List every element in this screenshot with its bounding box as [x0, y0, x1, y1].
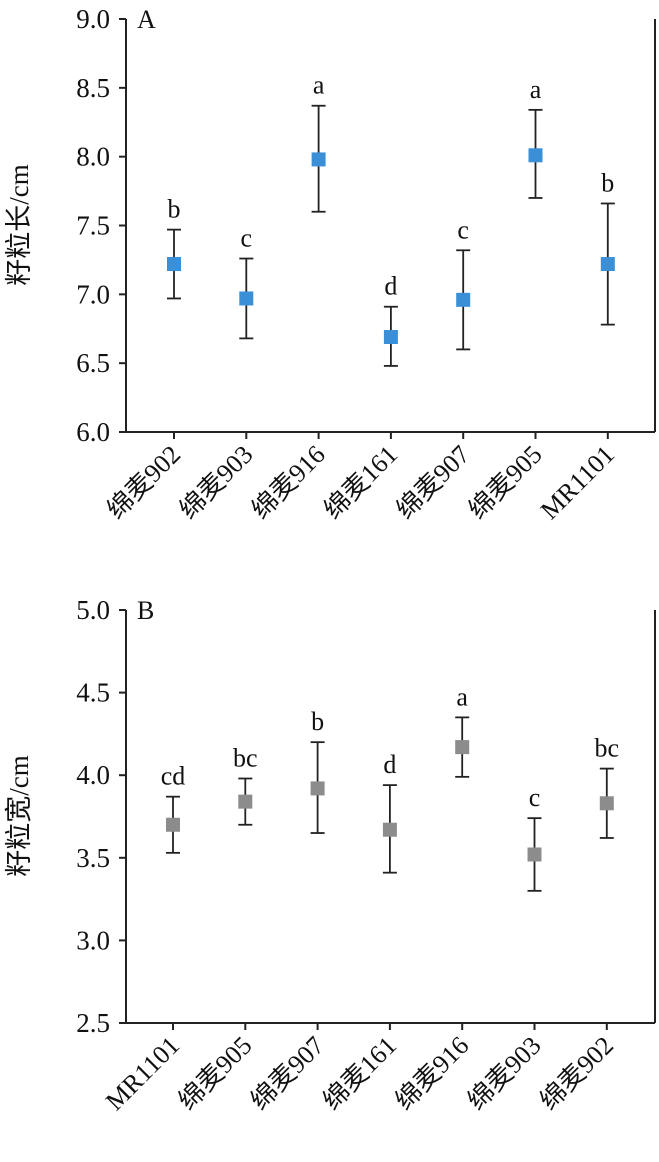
panel-a-significance-label: a [530, 75, 542, 104]
panel-a-letter: A [137, 5, 156, 34]
panel-b-y-tick-label: 3.0 [76, 925, 110, 955]
panel-b-data-point [166, 817, 180, 832]
panel-b-significance-label: bc [595, 734, 620, 763]
panel-b-y-tick-label: 5.0 [76, 595, 110, 625]
panel-b-y-ticks: 2.5 3.0 3.5 4.0 4.5 5.0 [76, 595, 126, 1038]
panel-a-y-tick-label: 8.5 [76, 73, 110, 103]
panel-b-data-point [382, 822, 397, 837]
panel-b-y-tick-label: 2.5 [76, 1008, 110, 1038]
panel-b-significance-label: bc [233, 744, 258, 773]
panel-a-data-point [383, 330, 398, 345]
panel-b-letter: B [137, 596, 154, 625]
panel-b-significance-label: a [456, 682, 468, 711]
panel-b-significance-label: cd [161, 762, 186, 791]
panel-a-significance-label: c [241, 224, 253, 253]
panel-b-y-tick-label: 3.5 [76, 843, 110, 873]
panel-a-data-point [167, 257, 181, 272]
panel-a-significance-label: a [313, 71, 325, 100]
panel-b-data-point [310, 781, 325, 796]
panel-a-series: b c a d c a b [167, 71, 615, 367]
panel-b-data-point [455, 740, 470, 755]
panel-b-data-point [238, 794, 253, 809]
panel-a-y-tick-label: 6.5 [76, 348, 110, 378]
panel-a-data-point [239, 291, 254, 306]
panel-a-y-tick-label: 6.0 [76, 417, 110, 447]
panel-a-significance-label: c [457, 215, 469, 244]
panel-a-significance-label: b [601, 168, 614, 197]
panel-a-data-point [311, 152, 326, 167]
panel-a-significance-label: d [384, 272, 397, 301]
panel-b-y-tick-label: 4.5 [76, 678, 110, 708]
panel-b-data-point [527, 847, 542, 862]
panel-b-significance-label: c [529, 783, 541, 812]
panel-b-y-tick-label: 4.0 [76, 760, 110, 790]
panel-b-series: cd bc b d a c bc [161, 682, 620, 892]
panel-a-y-tick-label: 7.5 [76, 211, 110, 241]
panel-b-significance-label: b [311, 707, 324, 736]
panel-a-y-ticks: 6.0 6.5 7.0 7.5 8.0 8.5 9.0 [76, 4, 126, 447]
panel-a-data-point [600, 257, 615, 272]
panel-b-significance-label: d [383, 750, 396, 779]
panel-a-y-tick-label: 9.0 [76, 4, 110, 34]
panel-a-y-axis-label: 籽粒长/cm [4, 164, 34, 286]
panel-a-significance-label: b [168, 195, 181, 224]
panel-b-y-axis-label: 籽粒宽/cm [4, 755, 34, 877]
panel-a-y-tick-label: 8.0 [76, 142, 110, 172]
panel-a-data-point [528, 148, 543, 163]
panel-a-data-point [456, 292, 471, 307]
panel-a-y-tick-label: 7.0 [76, 279, 110, 309]
panel-b-data-point [599, 796, 614, 811]
